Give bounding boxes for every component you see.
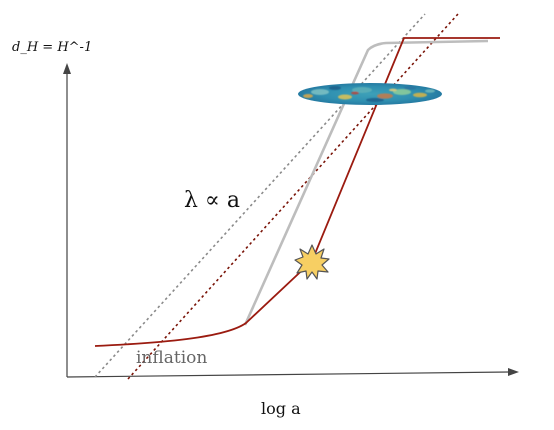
- inflation-label: inflation: [136, 348, 207, 368]
- x-axis: [66, 371, 511, 378]
- x-axis-arrowhead: [508, 368, 519, 376]
- scale-line-red: [127, 13, 459, 380]
- x-axis-label: log a: [261, 399, 301, 418]
- y-axis-label: d_H = H^-1: [12, 40, 92, 55]
- y-axis-arrowhead: [63, 63, 71, 74]
- big-bang-explosion-icon: [294, 244, 330, 280]
- hubble-radius-gray-curve: [243, 39, 489, 326]
- scale-line-gray: [94, 13, 426, 378]
- axes: [63, 63, 519, 378]
- cmb-map-icon: [298, 83, 442, 105]
- lambda-relation-label: λ ∝ a: [184, 188, 240, 213]
- hubble-radius-red-curve: [94, 37, 500, 347]
